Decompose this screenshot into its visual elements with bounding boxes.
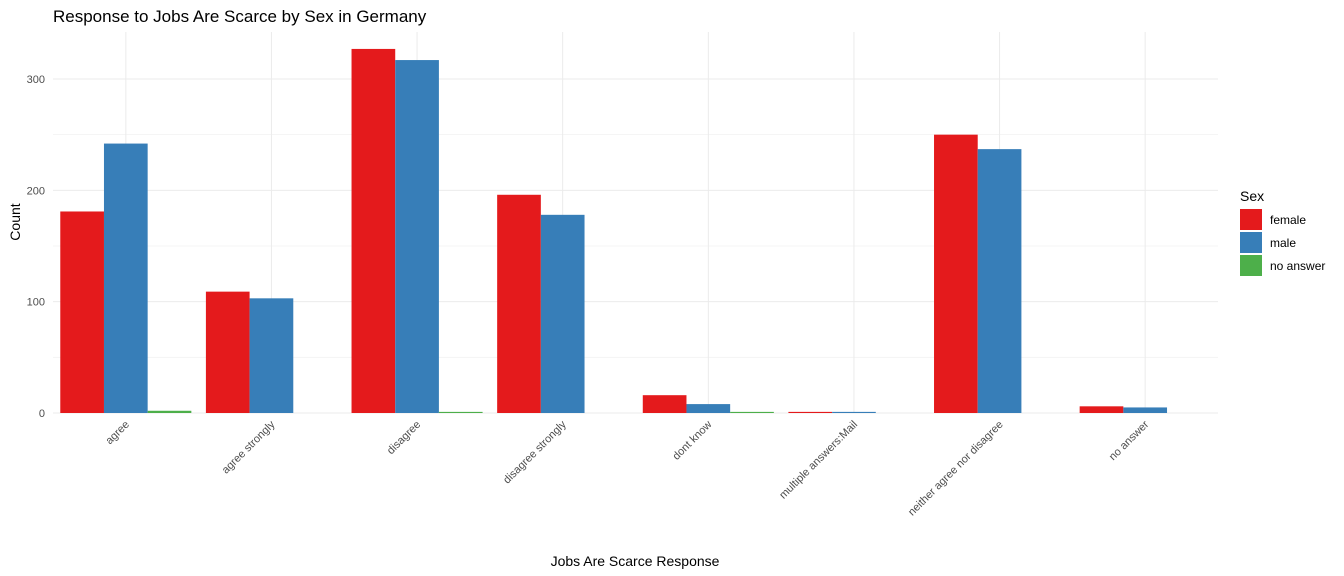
bar-no-answer-2	[438, 411, 483, 413]
y-tick-label: 200	[27, 185, 45, 197]
y-tick-label: 300	[27, 74, 45, 86]
y-axis-title: Count	[7, 203, 23, 240]
bar-male-6	[977, 149, 1022, 414]
bar-male-4	[686, 404, 731, 413]
legend: Sex female male no answer	[1240, 188, 1325, 276]
y-axis-ticks: 0 100 200 300	[27, 74, 45, 420]
bar-male-2	[395, 60, 439, 414]
bar-female-2	[351, 48, 396, 413]
legend-key-male	[1240, 232, 1262, 253]
x-axis-ticks: agree agree strongly disagree disagree stro…	[104, 418, 1152, 518]
x-tick-label: disagree	[385, 419, 423, 457]
bar-male-3	[540, 214, 585, 413]
bar-male-7	[1123, 407, 1168, 413]
bar-female-4	[642, 395, 687, 413]
bar-female-6	[934, 134, 978, 413]
x-tick-label: dont know	[670, 419, 714, 463]
bar-male-5	[832, 411, 876, 413]
chart-title: Response to Jobs Are Scarce by Sex in Ge…	[53, 7, 427, 26]
bar-female-1	[205, 291, 250, 413]
legend-label: male	[1270, 236, 1296, 250]
x-tick-label: disagree strongly	[501, 418, 569, 486]
y-tick-label: 100	[27, 297, 45, 309]
x-tick-label: agree strongly	[220, 418, 278, 476]
bar-female-3	[497, 194, 541, 413]
x-axis-title: Jobs Are Scarce Response	[551, 553, 720, 569]
legend-label: female	[1270, 213, 1306, 227]
bar-no-answer-4	[730, 411, 774, 413]
legend-title: Sex	[1240, 188, 1264, 204]
bars	[60, 48, 1168, 414]
bar-male-0	[103, 143, 148, 413]
x-tick-label: agree	[104, 419, 132, 447]
bar-male-1	[249, 298, 294, 413]
bar-female-7	[1079, 406, 1124, 413]
legend-key-female	[1240, 209, 1262, 230]
bar-no-answer-0	[147, 410, 192, 413]
bar-female-5	[788, 411, 833, 413]
legend-key-no-answer	[1240, 255, 1262, 276]
x-tick-label: neither agree nor disagree	[906, 419, 1006, 519]
x-tick-label: no answer	[1107, 418, 1152, 463]
bar-female-0	[60, 211, 104, 413]
legend-label: no answer	[1270, 259, 1325, 273]
y-tick-label: 0	[39, 408, 45, 420]
x-tick-label: multiple answers:Mail	[777, 419, 860, 502]
